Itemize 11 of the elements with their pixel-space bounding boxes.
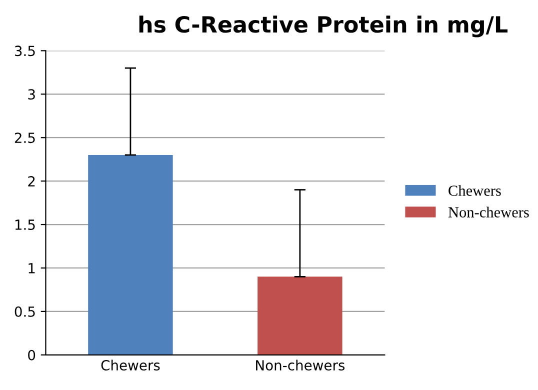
y-tick-label: 2.5: [14, 132, 35, 144]
y-tick-label: 1: [28, 263, 35, 274]
y-tick-label: 1.5: [15, 220, 35, 230]
y-tick-label: 2: [28, 176, 35, 186]
y-tick-label: 0.5: [14, 306, 35, 317]
y-tick-label: 3: [28, 89, 35, 100]
legend-label: Non-chewers: [448, 206, 529, 218]
legend-label: Chewers: [448, 185, 501, 196]
y-tick-label: 3.5: [14, 46, 35, 56]
y-tick-label: 0: [28, 350, 36, 360]
chart-title: hs C-Reactive Protein in mg/L: [139, 16, 508, 38]
